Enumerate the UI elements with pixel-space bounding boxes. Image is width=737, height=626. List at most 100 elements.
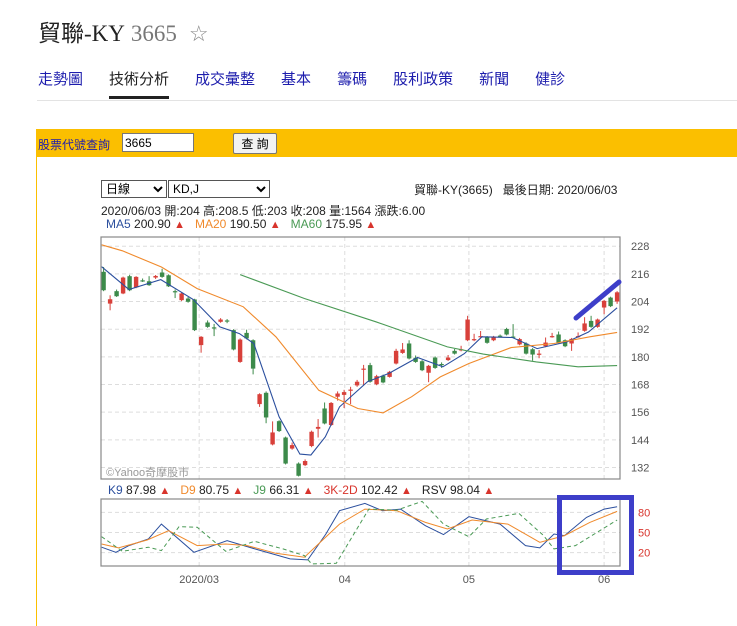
indicator-select[interactable]: KD,J <box>168 180 270 198</box>
candle-body <box>335 393 340 397</box>
candle-body <box>257 394 262 405</box>
candle-body <box>393 350 399 364</box>
candle-body <box>504 328 509 335</box>
ma5-label: MA5 <box>106 217 131 231</box>
candle-body <box>452 350 457 354</box>
candle-body <box>530 349 535 355</box>
date-tick-label: 2020/03 <box>179 574 219 586</box>
highlight-annotation-box <box>557 495 634 575</box>
candle-body <box>478 336 483 338</box>
candle-body <box>471 339 477 341</box>
candle-body <box>484 337 490 343</box>
search-bar: 股票代號查詢 查 詢 <box>36 129 737 157</box>
candle-body <box>309 431 314 447</box>
tab-trend[interactable]: 走勢圖 <box>38 70 84 88</box>
search-button[interactable]: 查 詢 <box>233 133 277 154</box>
candle-body <box>283 437 288 464</box>
candle-body <box>536 353 542 355</box>
candle-body <box>413 357 418 362</box>
stock-name: 貿聯-KY <box>38 21 125 46</box>
j9-label: J9 <box>253 483 266 497</box>
candle-body <box>211 327 217 329</box>
candle-body <box>179 293 184 301</box>
candle-body <box>120 277 126 294</box>
candle-body <box>582 323 587 331</box>
up-arrow-icon: ▲ <box>401 485 412 497</box>
price-tick-label: 156 <box>631 407 649 419</box>
stock-code-input[interactable] <box>122 133 194 152</box>
search-label[interactable]: 股票代號查詢 <box>38 138 111 152</box>
candle-body <box>387 371 392 377</box>
d9-line <box>101 508 618 558</box>
candle-body <box>400 349 405 353</box>
content-border <box>36 157 37 626</box>
candle-body <box>367 365 373 382</box>
candle-body <box>595 319 600 327</box>
price-tick-label: 180 <box>631 352 649 364</box>
candle-body <box>432 357 438 368</box>
stock-title: 貿聯-KY 3665 ☆ <box>38 14 209 48</box>
rsv-label: RSV <box>421 483 447 497</box>
candle-body <box>510 336 516 338</box>
date-tick-label: 04 <box>339 574 351 586</box>
candle-body <box>302 461 308 466</box>
candle-body <box>439 363 444 366</box>
tab-technical[interactable]: 技術分析 <box>109 68 170 99</box>
candle-body <box>348 389 353 391</box>
candle-body <box>159 272 165 277</box>
kd-tick-label: 50 <box>638 528 650 540</box>
candle-body <box>549 336 555 338</box>
candle-body <box>588 320 594 327</box>
candle-body <box>133 276 139 288</box>
ma5-line <box>101 266 618 456</box>
candle-body <box>465 319 470 341</box>
tab-basic[interactable]: 基本 <box>281 70 312 88</box>
candle-body <box>218 319 223 322</box>
j9-value: 66.31 <box>269 483 300 497</box>
candle-body <box>250 340 256 369</box>
star-outline-icon[interactable]: ☆ <box>188 21 209 46</box>
candle-body <box>322 408 327 424</box>
tab-news[interactable]: 新聞 <box>479 70 510 88</box>
candle-body <box>127 276 132 291</box>
candle-body <box>198 336 204 346</box>
candle-body <box>289 445 295 449</box>
candle-body <box>374 376 379 385</box>
watermark: ©Yahoo奇摩股市 <box>106 465 189 479</box>
price-panel-frame <box>100 236 621 480</box>
candle-body <box>419 361 425 371</box>
candle-body <box>406 343 412 359</box>
candle-body <box>445 357 451 361</box>
date-tick-label: 06 <box>598 574 610 586</box>
candle-body <box>491 336 496 341</box>
candle-body <box>153 275 158 278</box>
up-arrow-icon: ▲ <box>483 485 495 497</box>
ma20-label: MA20 <box>194 217 227 231</box>
candle-body <box>107 299 113 304</box>
k9-value: 87.98 <box>126 483 157 497</box>
3k2d-label: 3K-2D <box>323 483 358 497</box>
price-tick-label: 168 <box>631 380 649 392</box>
candle-body <box>296 463 301 476</box>
tab-health[interactable]: 健診 <box>535 70 566 88</box>
candle-body <box>140 280 145 282</box>
candle-body <box>614 292 620 302</box>
tab-dividend[interactable]: 股利政策 <box>393 70 454 88</box>
price-tick-label: 216 <box>631 269 649 281</box>
date-tick-label: 05 <box>463 574 475 586</box>
kd-tick-label: 80 <box>638 507 650 519</box>
k9-line <box>101 502 618 561</box>
ma60-label: MA60 <box>290 217 322 231</box>
tab-trades[interactable]: 成交彙整 <box>195 70 256 88</box>
kd-panel-frame <box>100 498 621 567</box>
candle-body <box>192 299 197 331</box>
tab-chips[interactable]: 籌碼 <box>337 70 368 88</box>
ma-legend: MA5 200.90 ▲ MA20 190.50 ▲ MA60 175.95 ▲ <box>106 217 376 231</box>
candle-body <box>601 300 607 308</box>
candle-body <box>426 365 431 373</box>
price-tick-label: 192 <box>631 324 649 336</box>
period-select[interactable]: 日線 <box>101 180 167 198</box>
candle-body <box>231 330 236 350</box>
candle-body <box>556 334 561 343</box>
